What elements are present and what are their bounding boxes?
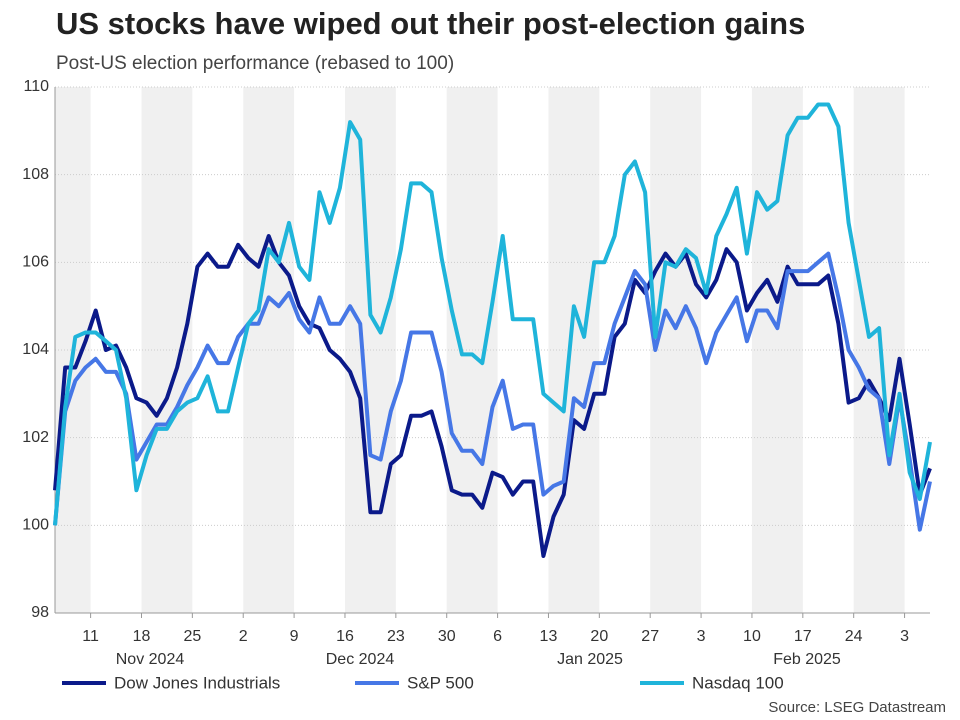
y-tick-label: 98 xyxy=(31,604,49,621)
x-tick-label: 20 xyxy=(590,628,608,645)
x-tick-label: 16 xyxy=(336,628,354,645)
x-tick-label: 13 xyxy=(540,628,558,645)
month-label: Dec 2024 xyxy=(326,651,395,668)
x-tick-label: 30 xyxy=(438,628,456,645)
series-line xyxy=(53,251,932,532)
legend-label: S&P 500 xyxy=(407,673,474,692)
month-label: Feb 2025 xyxy=(773,651,841,668)
x-tick-label: 27 xyxy=(641,628,659,645)
y-tick-label: 100 xyxy=(22,517,49,534)
chart-subtitle: Post-US election performance (rebased to… xyxy=(56,53,454,74)
y-tick-label: 106 xyxy=(22,254,49,271)
y-tick-label: 108 xyxy=(22,166,49,183)
x-tick-label: 6 xyxy=(493,628,502,645)
x-tick-label: 3 xyxy=(900,628,909,645)
week-band xyxy=(751,87,803,613)
series-line xyxy=(53,102,932,526)
x-tick-label: 25 xyxy=(183,628,201,645)
x-tick-label: 9 xyxy=(290,628,299,645)
x-tick-label: 24 xyxy=(845,628,863,645)
legend-label: Nasdaq 100 xyxy=(692,673,784,692)
month-label: Nov 2024 xyxy=(116,651,185,668)
x-tick-label: 17 xyxy=(794,628,812,645)
y-tick-label: 110 xyxy=(23,78,49,95)
x-tick-label: 18 xyxy=(133,628,151,645)
x-tick-label: 23 xyxy=(387,628,405,645)
series-line xyxy=(53,234,932,558)
legend-label: Dow Jones Industrials xyxy=(114,673,280,692)
x-tick-label: 2 xyxy=(239,628,248,645)
y-tick-label: 102 xyxy=(22,429,49,446)
y-tick-label: 104 xyxy=(22,341,49,358)
chart-title: US stocks have wiped out their post-elec… xyxy=(56,6,805,41)
x-tick-label: 10 xyxy=(743,628,761,645)
x-tick-label: 11 xyxy=(82,628,99,645)
x-tick-label: 3 xyxy=(697,628,706,645)
source-note: Source: LSEG Datastream xyxy=(768,699,946,716)
week-band xyxy=(650,87,702,613)
month-label: Jan 2025 xyxy=(557,651,623,668)
